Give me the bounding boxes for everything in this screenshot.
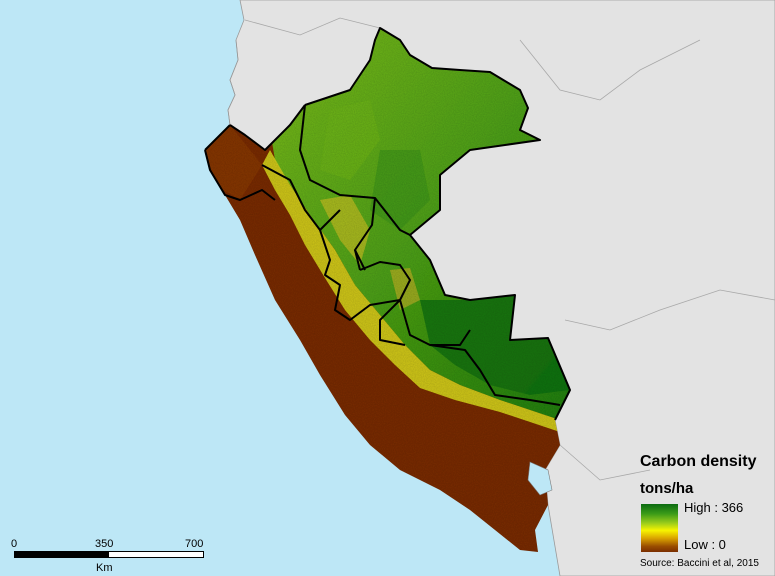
neighbor-border-lines	[244, 17, 775, 481]
legend-low-label: Low : 0	[684, 537, 726, 552]
legend-color-ramp	[641, 504, 678, 552]
scale-bar	[14, 551, 204, 558]
scale-unit: Km	[96, 562, 113, 574]
ecuador-coast	[227, 39, 239, 126]
scale-tick-350: 350	[95, 538, 114, 550]
legend-source: Source: Baccini et al, 2015	[640, 558, 759, 569]
lake-titicaca	[527, 461, 553, 496]
legend-unit: tons/ha	[640, 480, 694, 497]
legend-title: Carbon density	[640, 453, 757, 470]
scale-tick-0: 0	[11, 538, 18, 550]
region-borders	[204, 27, 571, 421]
scale-bar-fill	[15, 552, 109, 557]
scale-tick-700: 700	[185, 538, 204, 550]
legend-high-label: High : 366	[684, 500, 744, 515]
